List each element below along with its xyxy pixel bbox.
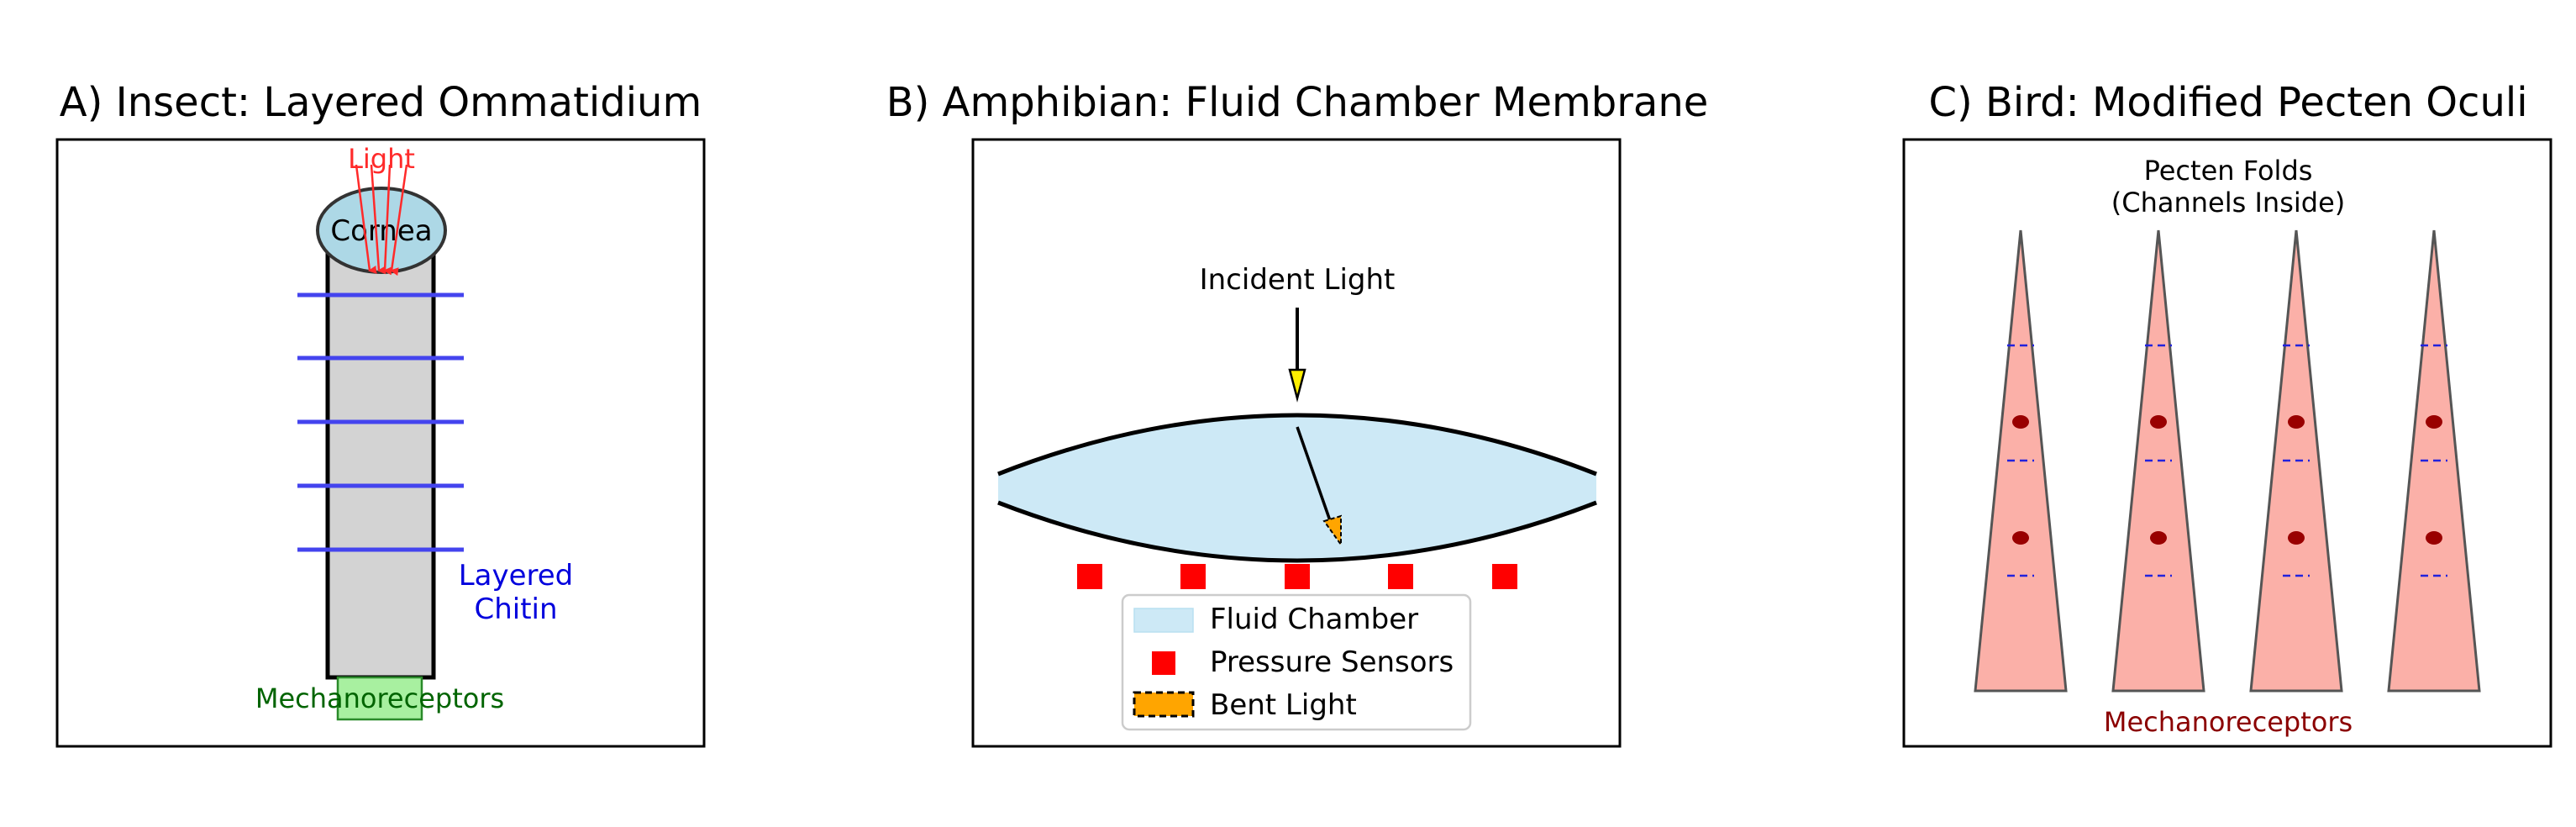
light-rays: [355, 164, 408, 277]
ommatidium-shaft: [325, 250, 436, 680]
pecten-fold: [1974, 229, 2068, 693]
mechanoreceptor-box: [336, 676, 423, 721]
light-ray: [383, 164, 392, 276]
mechanoreceptor-label-c: Mechanoreceptors: [2104, 706, 2353, 738]
chitin-layers: [297, 292, 464, 552]
legend: Fluid Chamber Pressure Sensors Bent Ligh…: [1121, 593, 1472, 731]
chitin-label-line1: Layered: [459, 559, 574, 593]
pressure-sensor: [1492, 564, 1517, 589]
panel-b: B) Amphibian: Fluid Chamber Membrane Inc…: [886, 79, 1709, 748]
panel-a-frame: [55, 138, 706, 748]
fold-receptor: [2288, 531, 2305, 545]
incident-arrow-head: [1288, 368, 1306, 403]
legend-box: [1121, 593, 1472, 731]
fold-receptor: [2288, 415, 2305, 429]
panel-a: A) Insect: Layered Ommatidium Cornea Lig…: [55, 79, 706, 748]
pressure-sensor: [1388, 564, 1413, 589]
fold-receptor: [2150, 531, 2167, 545]
pressure-sensor: [1285, 564, 1310, 589]
fluid-chamber: [998, 415, 1596, 561]
light-ray: [390, 164, 408, 277]
membrane-bottom: [997, 500, 1597, 563]
pecten-folds-label-line1: Pecten Folds: [2144, 155, 2313, 187]
panel-b-title: B) Amphibian: Fluid Chamber Membrane: [886, 79, 1709, 126]
fold-receptor: [2012, 415, 2029, 429]
fold-receptor: [2012, 531, 2029, 545]
panel-c-title: C) Bird: Modified Pecten Oculi: [1928, 79, 2527, 126]
mechanoreceptor-label-a: Mechanoreceptors: [255, 682, 504, 714]
light-ray: [355, 164, 377, 274]
fold-receptor: [2426, 415, 2442, 429]
pecten-fold: [2387, 229, 2481, 693]
bent-light-head: [1322, 514, 1342, 548]
chitin-label-line2: Chitin: [474, 593, 557, 626]
membrane-top: [997, 413, 1597, 477]
legend-swatch-sensors: [1152, 651, 1175, 675]
panel-c-frame: [1902, 138, 2552, 748]
legend-label-fluid: Fluid Chamber: [1210, 603, 1418, 636]
fold-receptor: [2150, 415, 2167, 429]
light-ray: [370, 164, 386, 275]
pecten-folds-label-line2: (Channels Inside): [2111, 187, 2345, 219]
panel-b-frame: [971, 138, 1622, 748]
light-label: Light: [348, 143, 415, 175]
panel-a-title: A) Insect: Layered Ommatidium: [60, 79, 702, 126]
legend-label-bent: Bent Light: [1210, 688, 1357, 722]
legend-label-sensors: Pressure Sensors: [1210, 645, 1454, 679]
incident-light-label: Incident Light: [1200, 263, 1396, 297]
pecten-fold: [2111, 229, 2205, 693]
pecten-fold: [2249, 229, 2343, 693]
fold-receptor: [2426, 531, 2442, 545]
legend-swatch-bent: [1133, 691, 1195, 718]
pressure-sensors: [1077, 564, 1517, 589]
bent-light-ray: [1296, 426, 1334, 529]
panel-c: C) Bird: Modified Pecten Oculi Pecten Fo…: [1902, 79, 2552, 748]
pressure-sensor: [1077, 564, 1102, 589]
cornea-label: Cornea: [330, 214, 432, 248]
legend-swatch-fluid: [1133, 608, 1194, 633]
pressure-sensor: [1180, 564, 1206, 589]
